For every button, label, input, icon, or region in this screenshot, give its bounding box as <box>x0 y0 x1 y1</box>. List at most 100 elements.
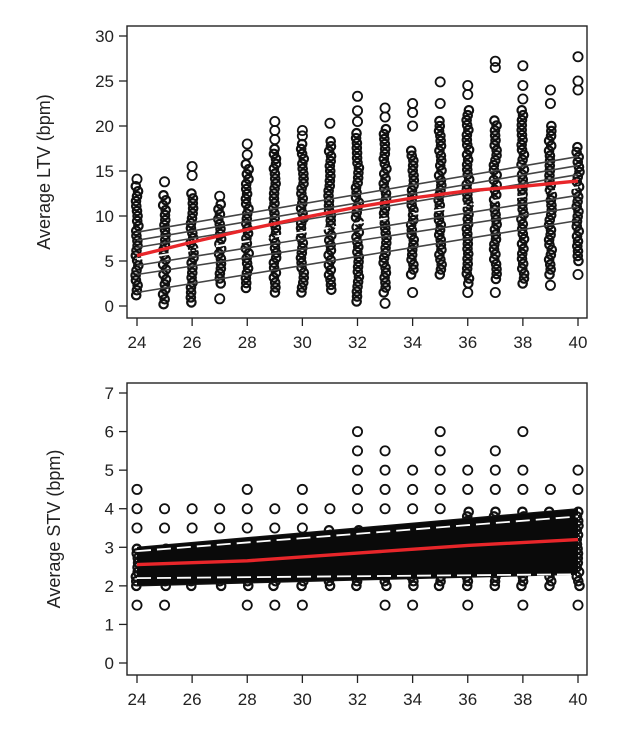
outlier-point <box>434 76 446 88</box>
data-point <box>130 181 142 192</box>
data-point <box>325 170 336 182</box>
data-point <box>132 279 143 291</box>
data-point <box>268 193 280 204</box>
data-point <box>240 198 252 210</box>
data-point <box>544 150 556 161</box>
data-point <box>215 263 227 274</box>
outlier-point <box>269 503 281 515</box>
data-point <box>185 222 197 234</box>
data-point <box>434 120 446 132</box>
data-point <box>545 140 557 152</box>
outlier-point <box>351 105 363 117</box>
data-point <box>406 254 417 265</box>
data-point <box>130 289 142 301</box>
data-point <box>435 140 447 152</box>
outlier-point <box>351 116 363 128</box>
outlier-point <box>379 111 391 123</box>
outlier-point <box>186 522 198 534</box>
data-point <box>488 244 500 255</box>
outlier-point <box>269 133 281 145</box>
outlier-point <box>351 445 363 457</box>
data-point <box>187 203 199 214</box>
data-point <box>435 130 446 142</box>
data-point <box>186 257 197 269</box>
y-tick-label: 30 <box>95 27 114 46</box>
data-point <box>544 259 556 270</box>
x-tick-label: 26 <box>183 690 202 709</box>
x-tick-label: 36 <box>458 333 477 352</box>
data-point <box>435 219 447 231</box>
outlier-point <box>351 483 363 495</box>
data-point <box>268 257 280 269</box>
data-point <box>297 277 309 288</box>
data-point <box>380 277 391 288</box>
data-point <box>379 148 391 160</box>
data-point <box>462 109 474 121</box>
data-point <box>130 275 142 286</box>
outlier-point <box>462 80 474 92</box>
y-tick-label: 4 <box>105 500 114 519</box>
data-point <box>461 119 473 131</box>
outlier-point <box>379 503 391 515</box>
data-point <box>378 287 390 298</box>
outlier-point <box>407 120 419 132</box>
data-point <box>378 252 390 264</box>
data-point <box>323 185 334 197</box>
data-point <box>326 284 337 296</box>
data-point <box>297 163 308 175</box>
data-point <box>241 188 253 200</box>
data-point <box>543 145 555 157</box>
outlier-point <box>379 464 391 476</box>
outlier-point <box>159 599 171 611</box>
data-point <box>490 248 501 260</box>
data-point <box>435 264 447 275</box>
data-point <box>353 162 365 174</box>
outlier-point <box>407 286 419 298</box>
outlier-point <box>214 503 226 515</box>
data-point <box>461 139 473 151</box>
data-point <box>546 244 558 256</box>
data-point <box>572 250 584 262</box>
data-point <box>489 115 500 126</box>
outlier-point <box>296 125 308 137</box>
x-tick-label: 30 <box>293 333 312 352</box>
data-point <box>351 142 363 154</box>
outlier-point <box>434 464 446 476</box>
ltv-panel: 0 5 10 15 20 25 30 24 26 28 30 32 34 36 38 40 Average LT… <box>34 25 588 352</box>
data-point <box>351 291 363 302</box>
y-tick-label: 15 <box>95 162 114 181</box>
mean-line-mean <box>136 179 579 258</box>
x-tick-label: 24 <box>128 690 147 709</box>
data-point <box>325 136 337 147</box>
outlier-point <box>407 107 419 119</box>
data-point <box>186 267 198 278</box>
data-point <box>186 297 197 308</box>
data-point <box>241 213 253 224</box>
outlier-point <box>241 483 253 495</box>
x-tick-label: 40 <box>569 333 588 352</box>
data-point <box>461 114 472 126</box>
y-tick-label: 25 <box>95 72 114 91</box>
data-point <box>296 262 307 274</box>
outlier-point <box>131 483 143 495</box>
data-point <box>351 152 363 164</box>
data-point <box>351 296 362 307</box>
data-point <box>296 188 307 199</box>
outlier-point <box>434 503 446 515</box>
data-point <box>407 165 419 176</box>
data-point <box>351 127 362 139</box>
data-point <box>543 234 555 246</box>
data-point <box>408 264 419 275</box>
data-point <box>406 249 418 260</box>
outlier-point <box>489 62 501 74</box>
data-point <box>270 153 282 165</box>
data-point <box>298 173 309 184</box>
data-point <box>325 244 337 256</box>
data-point <box>240 282 252 294</box>
data-point <box>461 159 473 170</box>
data-point <box>130 270 141 281</box>
data-point <box>573 181 585 193</box>
data-point <box>158 298 169 310</box>
data-point <box>491 149 502 161</box>
data-point <box>462 253 473 265</box>
